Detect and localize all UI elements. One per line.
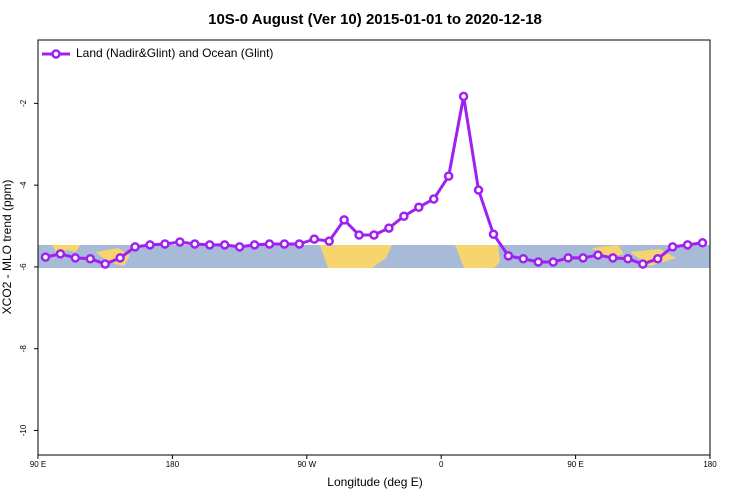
data-point [518,253,529,264]
data-point [175,237,185,247]
data-point [473,185,484,195]
x-tick-label: 90 E [567,460,583,469]
data-point [458,91,469,102]
data-point [652,253,663,264]
data-point [115,253,125,263]
data-point [608,253,618,263]
data-point [638,259,648,269]
legend-label: Land (Nadir&Glint) and Ocean (Glint) [76,46,273,60]
data-point [667,242,678,252]
data-point [697,238,708,248]
x-tick-label: 180 [166,460,180,469]
data-point [354,230,364,240]
data-point [384,223,394,233]
x-tick-label: 180 [703,460,717,469]
data-point [219,240,230,250]
data-point [55,249,66,259]
data-point [234,242,245,252]
x-tick-label: 90 E [30,460,46,469]
data-point [563,253,573,263]
data-point [85,253,96,264]
data-point [100,259,110,269]
data-point [130,242,140,252]
legend-marker [51,49,61,59]
data-point [369,230,379,240]
y-axis-label: XCO2 - MLO trend (ppm) [0,180,14,315]
data-point [264,239,275,249]
data-point [399,211,409,221]
data-point [428,194,439,204]
data-point [190,239,200,249]
x-tick-label: 0 [439,460,444,469]
x-tick-label: 90 W [297,460,316,469]
data-point [682,240,693,250]
y-tick-label: -10 [19,424,28,436]
data-point [309,234,320,244]
y-tick-label: -4 [19,181,28,189]
y-tick-label: -8 [19,345,28,353]
data-point [249,240,260,250]
data-point [40,252,51,262]
data-point [623,253,633,264]
data-point [503,251,514,261]
data-point [279,239,290,249]
data-point [324,236,334,246]
data-point [204,240,215,250]
data-point [339,215,349,225]
chart-title: 10S-0 August (Ver 10) 2015-01-01 to 2020… [208,11,542,28]
data-point [145,240,155,250]
x-axis-label: Longitude (deg E) [327,475,422,489]
data-point [414,202,424,212]
plot-frame [37,39,711,456]
data-point [70,253,81,263]
data-point [578,253,588,263]
data-point [533,257,544,267]
y-tick-label: -6 [19,263,28,271]
data-point [160,239,170,249]
data-point [548,257,558,267]
y-tick-label: -2 [19,99,28,107]
data-point [443,171,454,181]
data-point [488,229,499,239]
data-point [294,239,305,249]
data-point [593,250,603,260]
